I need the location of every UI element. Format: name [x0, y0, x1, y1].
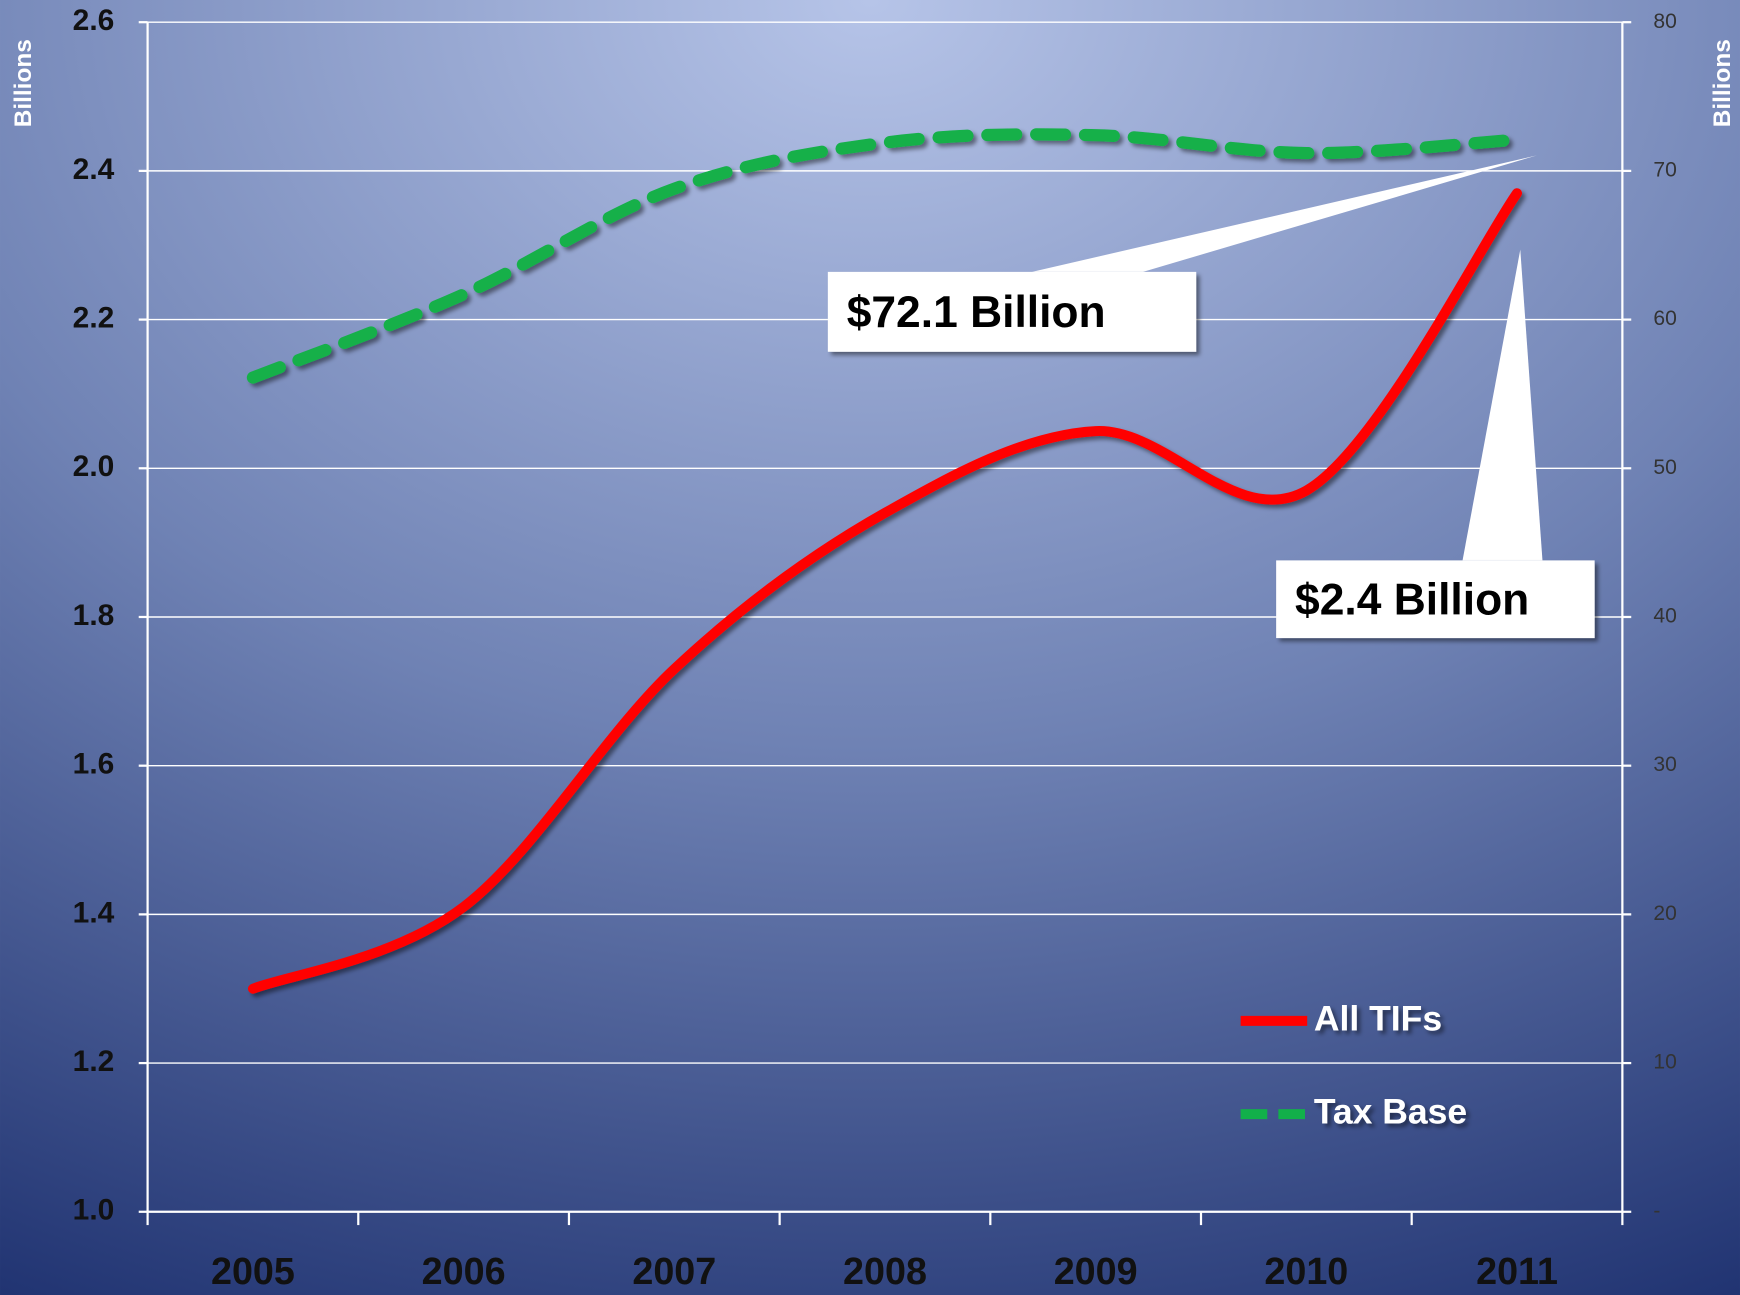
series-line — [247, 188, 1523, 994]
y2-tick-label: 80 — [1653, 10, 1676, 33]
annotation-box — [1276, 560, 1595, 639]
y-tick-label: 1.2 — [73, 1045, 115, 1078]
x-tick-label: 2007 — [632, 1250, 716, 1292]
legend-label: Tax Base — [1314, 1091, 1467, 1131]
y-tick-label: 1.0 — [73, 1194, 115, 1227]
annotation: $72.1 Billion — [847, 288, 1106, 337]
y-tick-label: 2.2 — [73, 302, 115, 335]
y2-tick-label: 20 — [1653, 902, 1676, 925]
y2-tick-label: - — [1653, 1199, 1660, 1222]
x-tick-label: 2011 — [1476, 1250, 1558, 1292]
x-tick-label: 2005 — [211, 1250, 295, 1292]
y-tick-label: 1.4 — [73, 896, 115, 929]
x-tick-label: 2009 — [1054, 1250, 1138, 1292]
x-tick-label: 2006 — [422, 1250, 506, 1292]
x-tick-label: 2010 — [1264, 1250, 1348, 1292]
y2-axis-title: Billions — [1709, 39, 1736, 127]
annotation-box — [827, 271, 1197, 352]
y-tick-label: 2.0 — [73, 450, 115, 483]
y2-tick-label: 70 — [1653, 158, 1676, 181]
legend: All TIFs Tax Base — [1240, 998, 1467, 1131]
y2-tick-label: 10 — [1653, 1051, 1676, 1074]
y-tick-label: 1.8 — [73, 599, 115, 632]
y2-tick-label: 50 — [1653, 456, 1676, 479]
y-tick-label: 1.6 — [73, 748, 115, 781]
y-tick-label: 2.6 — [73, 4, 115, 37]
plot — [246, 128, 1524, 994]
x-tick-label: 2008 — [843, 1250, 927, 1292]
y-axis-title: Billions — [10, 39, 37, 127]
y2-tick-label: 30 — [1653, 753, 1676, 776]
series-line — [246, 128, 1524, 384]
y2-tick-label: 60 — [1653, 307, 1676, 330]
y-tick-label: 2.4 — [73, 153, 115, 186]
legend-label: All TIFs — [1314, 998, 1442, 1038]
annotation: $2.4 Billion — [1295, 575, 1529, 624]
y2-tick-label: 40 — [1653, 605, 1676, 628]
callout-pointer — [1462, 249, 1543, 561]
